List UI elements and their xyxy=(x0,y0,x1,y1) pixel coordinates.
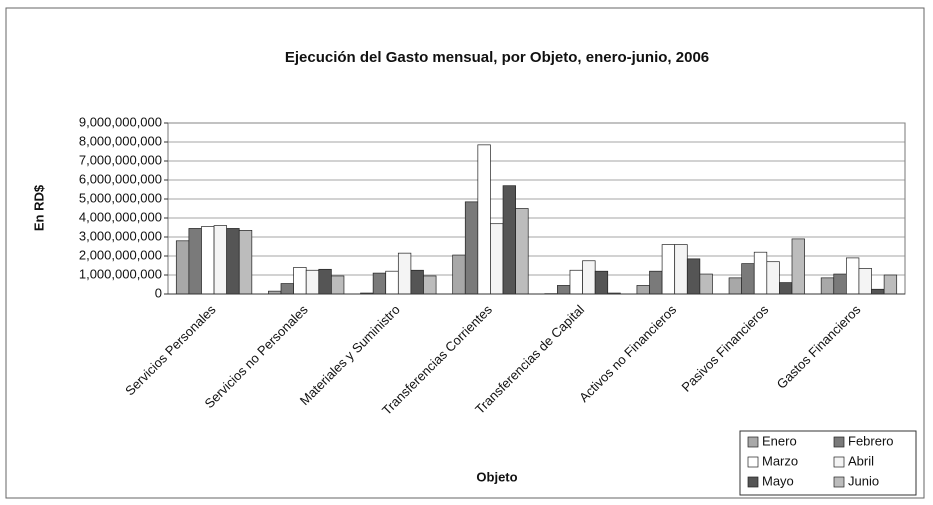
legend-swatch xyxy=(747,456,759,468)
bar xyxy=(674,244,688,295)
bar xyxy=(175,240,190,295)
bar xyxy=(372,272,387,295)
bar xyxy=(188,228,202,295)
bar xyxy=(305,269,320,295)
bar xyxy=(464,201,479,295)
y-tick-label: 8,000,000,000 xyxy=(79,133,162,148)
legend-swatch xyxy=(747,476,759,488)
y-tick-label: 4,000,000,000 xyxy=(79,209,162,224)
bar xyxy=(728,277,742,295)
bar xyxy=(791,238,805,295)
bar xyxy=(779,282,793,295)
bar xyxy=(238,230,253,295)
y-tick-label: 1,000,000,000 xyxy=(79,266,162,281)
bar xyxy=(594,270,609,295)
legend-swatch xyxy=(833,436,845,448)
legend-label: Enero xyxy=(762,433,797,448)
bar xyxy=(477,144,491,295)
bar xyxy=(385,270,399,295)
bar xyxy=(226,228,240,295)
y-tick-label: 7,000,000,000 xyxy=(79,152,162,167)
bar xyxy=(833,273,847,295)
bar xyxy=(490,223,504,295)
legend-label: Marzo xyxy=(762,453,798,468)
bar xyxy=(699,273,713,295)
bar xyxy=(569,269,583,295)
bar xyxy=(280,283,294,295)
bar xyxy=(318,268,332,295)
bar xyxy=(766,261,780,295)
bar xyxy=(515,208,529,295)
legend-swatch xyxy=(833,456,845,468)
chart-title: Ejecución del Gasto mensual, por Objeto,… xyxy=(285,49,709,66)
bar xyxy=(452,254,466,295)
legend-swatch xyxy=(747,436,759,448)
bar xyxy=(636,285,650,295)
bar xyxy=(858,268,872,295)
y-tick-label: 6,000,000,000 xyxy=(79,171,162,186)
y-tick-label: 0 xyxy=(155,285,162,300)
bar xyxy=(582,260,596,295)
bar xyxy=(820,277,835,295)
plot-area xyxy=(167,122,906,295)
legend-label: Junio xyxy=(848,473,879,488)
bar xyxy=(845,257,860,295)
y-axis-label: En RD$ xyxy=(31,184,46,231)
bar xyxy=(649,270,663,295)
legend-swatch xyxy=(833,476,845,488)
y-tick-label: 2,000,000,000 xyxy=(79,247,162,262)
bar xyxy=(397,252,412,295)
bar xyxy=(741,263,755,295)
bar xyxy=(410,269,424,295)
legend xyxy=(739,430,917,496)
bar xyxy=(293,267,307,295)
legend-label: Febrero xyxy=(848,433,894,448)
bar xyxy=(423,275,437,295)
y-tick-label: 9,000,000,000 xyxy=(79,114,162,129)
bar xyxy=(201,226,215,295)
bar xyxy=(557,285,571,295)
y-tick-label: 5,000,000,000 xyxy=(79,190,162,205)
bar xyxy=(331,275,345,295)
bar xyxy=(686,258,701,295)
bar xyxy=(871,288,885,295)
bar xyxy=(661,244,676,295)
legend-label: Mayo xyxy=(762,473,794,488)
bar xyxy=(502,185,516,295)
legend-label: Abril xyxy=(848,453,874,468)
bar xyxy=(213,225,228,295)
bar xyxy=(753,251,768,295)
x-axis-label: Objeto xyxy=(476,469,517,484)
y-tick-label: 3,000,000,000 xyxy=(79,228,162,243)
bar xyxy=(883,274,898,295)
